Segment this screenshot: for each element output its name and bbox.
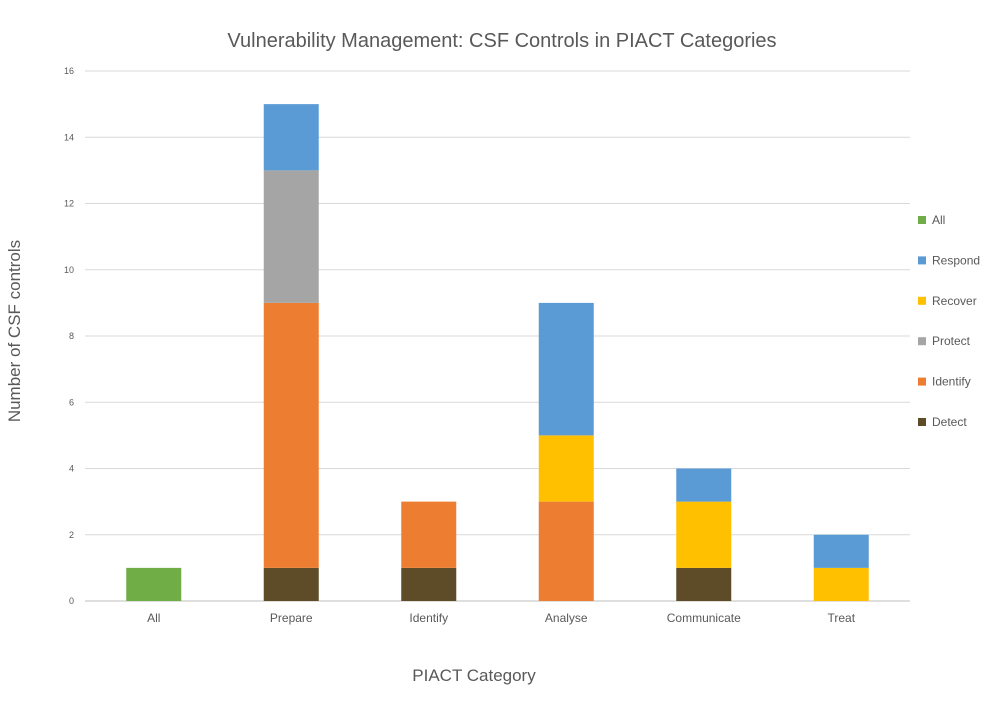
y-tick-label: 4 (69, 464, 74, 474)
x-tick-label: All (147, 611, 160, 625)
bar-segment-detect-prepare (263, 567, 319, 601)
y-tick-label: 16 (64, 66, 74, 76)
bar-segment-detect-communicate (676, 567, 732, 601)
legend-label-protect: Protect (932, 334, 971, 348)
y-axis-label: Number of CSF controls (5, 240, 24, 422)
bar-segment-protect-prepare (263, 170, 319, 303)
legend-label-recover: Recover (932, 294, 977, 308)
x-tick-label: Treat (827, 611, 855, 625)
bar-segment-all-all (126, 567, 182, 601)
y-tick-label: 6 (69, 397, 74, 407)
legend-swatch-protect (918, 337, 926, 346)
y-tick-label: 8 (69, 331, 74, 341)
x-tick-label: Communicate (667, 611, 741, 625)
bar-segment-identify-identify (401, 501, 457, 568)
y-tick-label: 2 (69, 530, 74, 540)
y-tick-label: 0 (69, 596, 74, 606)
legend-swatch-identify (918, 377, 926, 386)
y-tick-label: 12 (64, 199, 74, 209)
bar-segment-identify-analyse (538, 501, 594, 601)
legend-swatch-recover (918, 296, 926, 305)
bars (126, 104, 869, 601)
legend-swatch-detect (918, 418, 926, 426)
legend-label-respond: Respond (932, 253, 980, 267)
bar-segment-respond-analyse (538, 302, 594, 436)
legend-swatch-respond (918, 256, 926, 265)
bar-segment-recover-analyse (538, 435, 594, 502)
bar-segment-respond-treat (813, 534, 869, 568)
legend-swatch-all (918, 216, 926, 224)
x-tick-label: Identify (409, 611, 448, 625)
chart-title: Vulnerability Management: CSF Controls i… (227, 30, 776, 52)
x-axis-label: PIACT Category (412, 666, 536, 685)
legend-label-identify: Identify (932, 375, 971, 389)
bar-segment-detect-identify (401, 567, 457, 601)
bar-segment-respond-communicate (676, 468, 732, 502)
bar-segment-recover-communicate (676, 501, 732, 568)
legend: All Respond Recover Protect Identify Detect (918, 213, 980, 429)
y-tick-label: 10 (64, 265, 74, 275)
x-tick-labels: All Prepare Identify Analyse Communicate Trea… (147, 611, 856, 625)
legend-label-all: All (932, 213, 945, 227)
x-tick-label: Prepare (270, 611, 313, 625)
bar-segment-identify-prepare (263, 302, 319, 568)
x-tick-label: Analyse (545, 611, 588, 625)
bar-segment-respond-prepare (263, 104, 319, 171)
legend-label-detect: Detect (932, 415, 967, 429)
bar-segment-recover-treat (813, 567, 869, 601)
y-tick-label: 14 (64, 132, 74, 142)
gridlines: 0 2 4 6 8 10 12 14 16 (64, 66, 910, 606)
